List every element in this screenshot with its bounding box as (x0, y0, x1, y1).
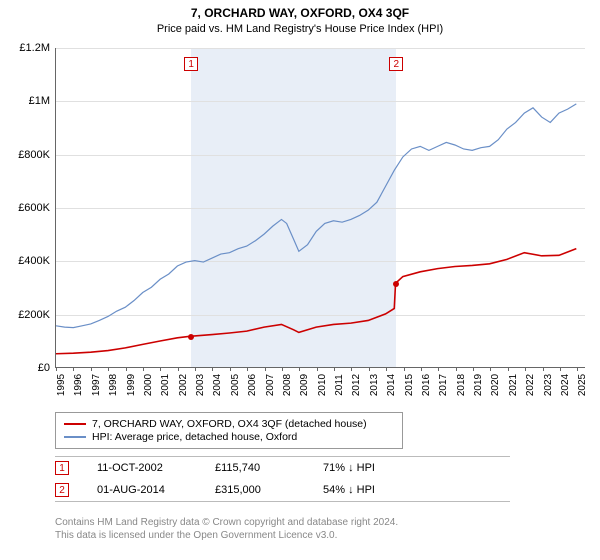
legend-row: 7, ORCHARD WAY, OXFORD, OX4 3QF (detache… (64, 418, 394, 430)
xtick-label: 2021 (508, 374, 519, 396)
xtick (56, 367, 57, 371)
legend: 7, ORCHARD WAY, OXFORD, OX4 3QF (detache… (55, 412, 403, 449)
xtick-label: 1998 (108, 374, 119, 396)
xtick-label: 2020 (490, 374, 501, 396)
title-line2: Price paid vs. HM Land Registry's House … (0, 23, 600, 35)
xtick (212, 367, 213, 371)
xtick-label: 2022 (525, 374, 536, 396)
sale-delta: 71% ↓ HPI (323, 462, 375, 474)
xtick-label: 2018 (456, 374, 467, 396)
xtick (143, 367, 144, 371)
sale-marker: 1 (184, 57, 198, 71)
sale-delta: 54% ↓ HPI (323, 484, 375, 496)
ytick-label: £600K (18, 202, 50, 214)
xtick-label: 2012 (351, 374, 362, 396)
xtick-label: 2010 (317, 374, 328, 396)
legend-label: HPI: Average price, detached house, Oxfo… (92, 431, 297, 443)
xtick (404, 367, 405, 371)
xtick-label: 2025 (577, 374, 588, 396)
sale-date: 11-OCT-2002 (97, 462, 187, 474)
xtick (317, 367, 318, 371)
legend-swatch (64, 436, 86, 438)
xtick (560, 367, 561, 371)
xtick-label: 2016 (421, 374, 432, 396)
xtick (247, 367, 248, 371)
legend-label: 7, ORCHARD WAY, OXFORD, OX4 3QF (detache… (92, 418, 367, 430)
xtick-label: 2024 (560, 374, 571, 396)
xtick (126, 367, 127, 371)
sale-price: £115,740 (215, 462, 295, 474)
sales-row: 1 11-OCT-2002 £115,740 71% ↓ HPI (55, 457, 510, 479)
xtick-label: 2003 (195, 374, 206, 396)
xtick (438, 367, 439, 371)
xtick-label: 2006 (247, 374, 258, 396)
xtick-label: 1995 (56, 374, 67, 396)
xtick (91, 367, 92, 371)
xtick-label: 2001 (160, 374, 171, 396)
xtick-label: 2013 (369, 374, 380, 396)
xtick-label: 2017 (438, 374, 449, 396)
sale-price: £315,000 (215, 484, 295, 496)
xtick-label: 2023 (543, 374, 554, 396)
xtick (178, 367, 179, 371)
xtick-label: 1999 (126, 374, 137, 396)
xtick (265, 367, 266, 371)
sales-row: 2 01-AUG-2014 £315,000 54% ↓ HPI (55, 479, 510, 501)
xtick-label: 2000 (143, 374, 154, 396)
xtick (73, 367, 74, 371)
sale-marker-ref: 1 (55, 461, 69, 475)
sale-dot (393, 281, 399, 287)
xtick (334, 367, 335, 371)
sale-dot (188, 334, 194, 340)
xtick (421, 367, 422, 371)
xtick-label: 1996 (73, 374, 84, 396)
attribution-line1: Contains HM Land Registry data © Crown c… (55, 516, 398, 529)
xtick (456, 367, 457, 371)
xtick-label: 2007 (265, 374, 276, 396)
chart-lines (56, 48, 585, 367)
xtick-label: 2005 (230, 374, 241, 396)
attribution-line2: This data is licensed under the Open Gov… (55, 529, 398, 542)
xtick (160, 367, 161, 371)
attribution: Contains HM Land Registry data © Crown c… (55, 516, 398, 542)
xtick-label: 2008 (282, 374, 293, 396)
xtick (386, 367, 387, 371)
title-line1: 7, ORCHARD WAY, OXFORD, OX4 3QF (0, 0, 600, 20)
series-hpi (56, 104, 576, 328)
xtick-label: 2004 (212, 374, 223, 396)
xtick (508, 367, 509, 371)
sale-marker: 2 (389, 57, 403, 71)
chart-plot-area: £0£200K£400K£600K£800K£1M£1.2M1995199619… (55, 48, 585, 368)
legend-row: HPI: Average price, detached house, Oxfo… (64, 431, 394, 443)
ytick-label: £1M (29, 95, 50, 107)
xtick (473, 367, 474, 371)
xtick (108, 367, 109, 371)
xtick-label: 2011 (334, 374, 345, 396)
ytick-label: £400K (18, 255, 50, 267)
xtick (525, 367, 526, 371)
xtick-label: 2014 (386, 374, 397, 396)
xtick-label: 2009 (299, 374, 310, 396)
xtick (195, 367, 196, 371)
xtick (282, 367, 283, 371)
sale-marker-ref: 2 (55, 483, 69, 497)
ytick-label: £0 (38, 362, 50, 374)
xtick-label: 2015 (404, 374, 415, 396)
xtick (577, 367, 578, 371)
ytick-label: £800K (18, 149, 50, 161)
xtick (230, 367, 231, 371)
sales-table: 1 11-OCT-2002 £115,740 71% ↓ HPI 2 01-AUG-201… (55, 456, 510, 502)
xtick (490, 367, 491, 371)
legend-swatch (64, 423, 86, 425)
xtick (543, 367, 544, 371)
xtick (369, 367, 370, 371)
sale-date: 01-AUG-2014 (97, 484, 187, 496)
xtick (351, 367, 352, 371)
xtick-label: 2019 (473, 374, 484, 396)
xtick-label: 1997 (91, 374, 102, 396)
xtick-label: 2002 (178, 374, 189, 396)
ytick-label: £200K (18, 309, 50, 321)
ytick-label: £1.2M (19, 42, 50, 54)
xtick (299, 367, 300, 371)
